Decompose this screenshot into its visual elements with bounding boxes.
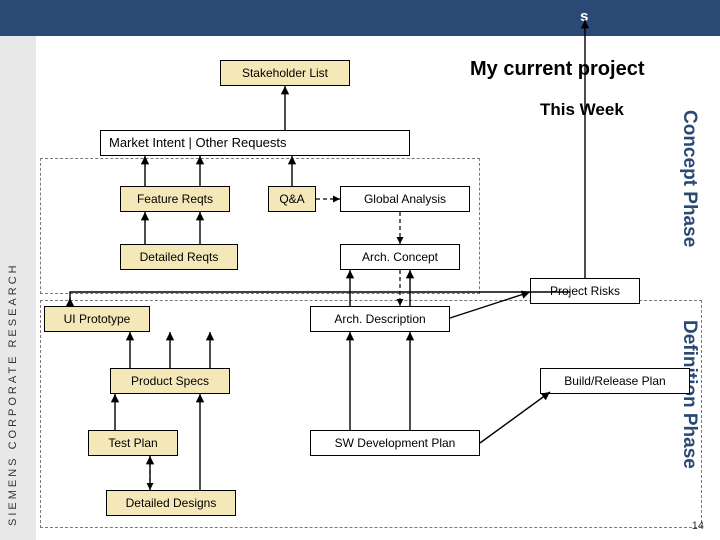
diagram-canvas: s SIEMENS CORPORATE RESEARCH My current … xyxy=(0,0,720,540)
dashed-region-1 xyxy=(40,158,480,294)
phase-concept: Concept Phase xyxy=(678,110,700,247)
node-arch-concept: Arch. Concept xyxy=(340,244,460,270)
node-global-analysis: Global Analysis xyxy=(340,186,470,212)
node-stakeholder: Stakeholder List xyxy=(220,60,350,86)
page-title: My current project xyxy=(470,58,644,81)
sidebar: SIEMENS CORPORATE RESEARCH xyxy=(0,36,36,540)
node-feature-reqts: Feature Reqts xyxy=(120,186,230,212)
node-market-intent: Market Intent | Other Requests xyxy=(100,130,410,156)
subtitle: This Week xyxy=(540,100,624,120)
node-project-risks: Project Risks xyxy=(530,278,640,304)
node-ui-prototype: UI Prototype xyxy=(44,306,150,332)
sidebar-label: SIEMENS CORPORATE RESEARCH xyxy=(7,262,19,526)
node-product-specs: Product Specs xyxy=(110,368,230,394)
node-sw-dev-plan: SW Development Plan xyxy=(310,430,480,456)
node-qa: Q&A xyxy=(268,186,316,212)
header-mark: s xyxy=(580,8,588,25)
page-number: 14 xyxy=(692,520,704,532)
node-arch-description: Arch. Description xyxy=(310,306,450,332)
node-test-plan: Test Plan xyxy=(88,430,178,456)
node-detailed-designs: Detailed Designs xyxy=(106,490,236,516)
header-bar xyxy=(0,0,720,36)
node-build-release: Build/Release Plan xyxy=(540,368,690,394)
node-detailed-reqts: Detailed Reqts xyxy=(120,244,238,270)
